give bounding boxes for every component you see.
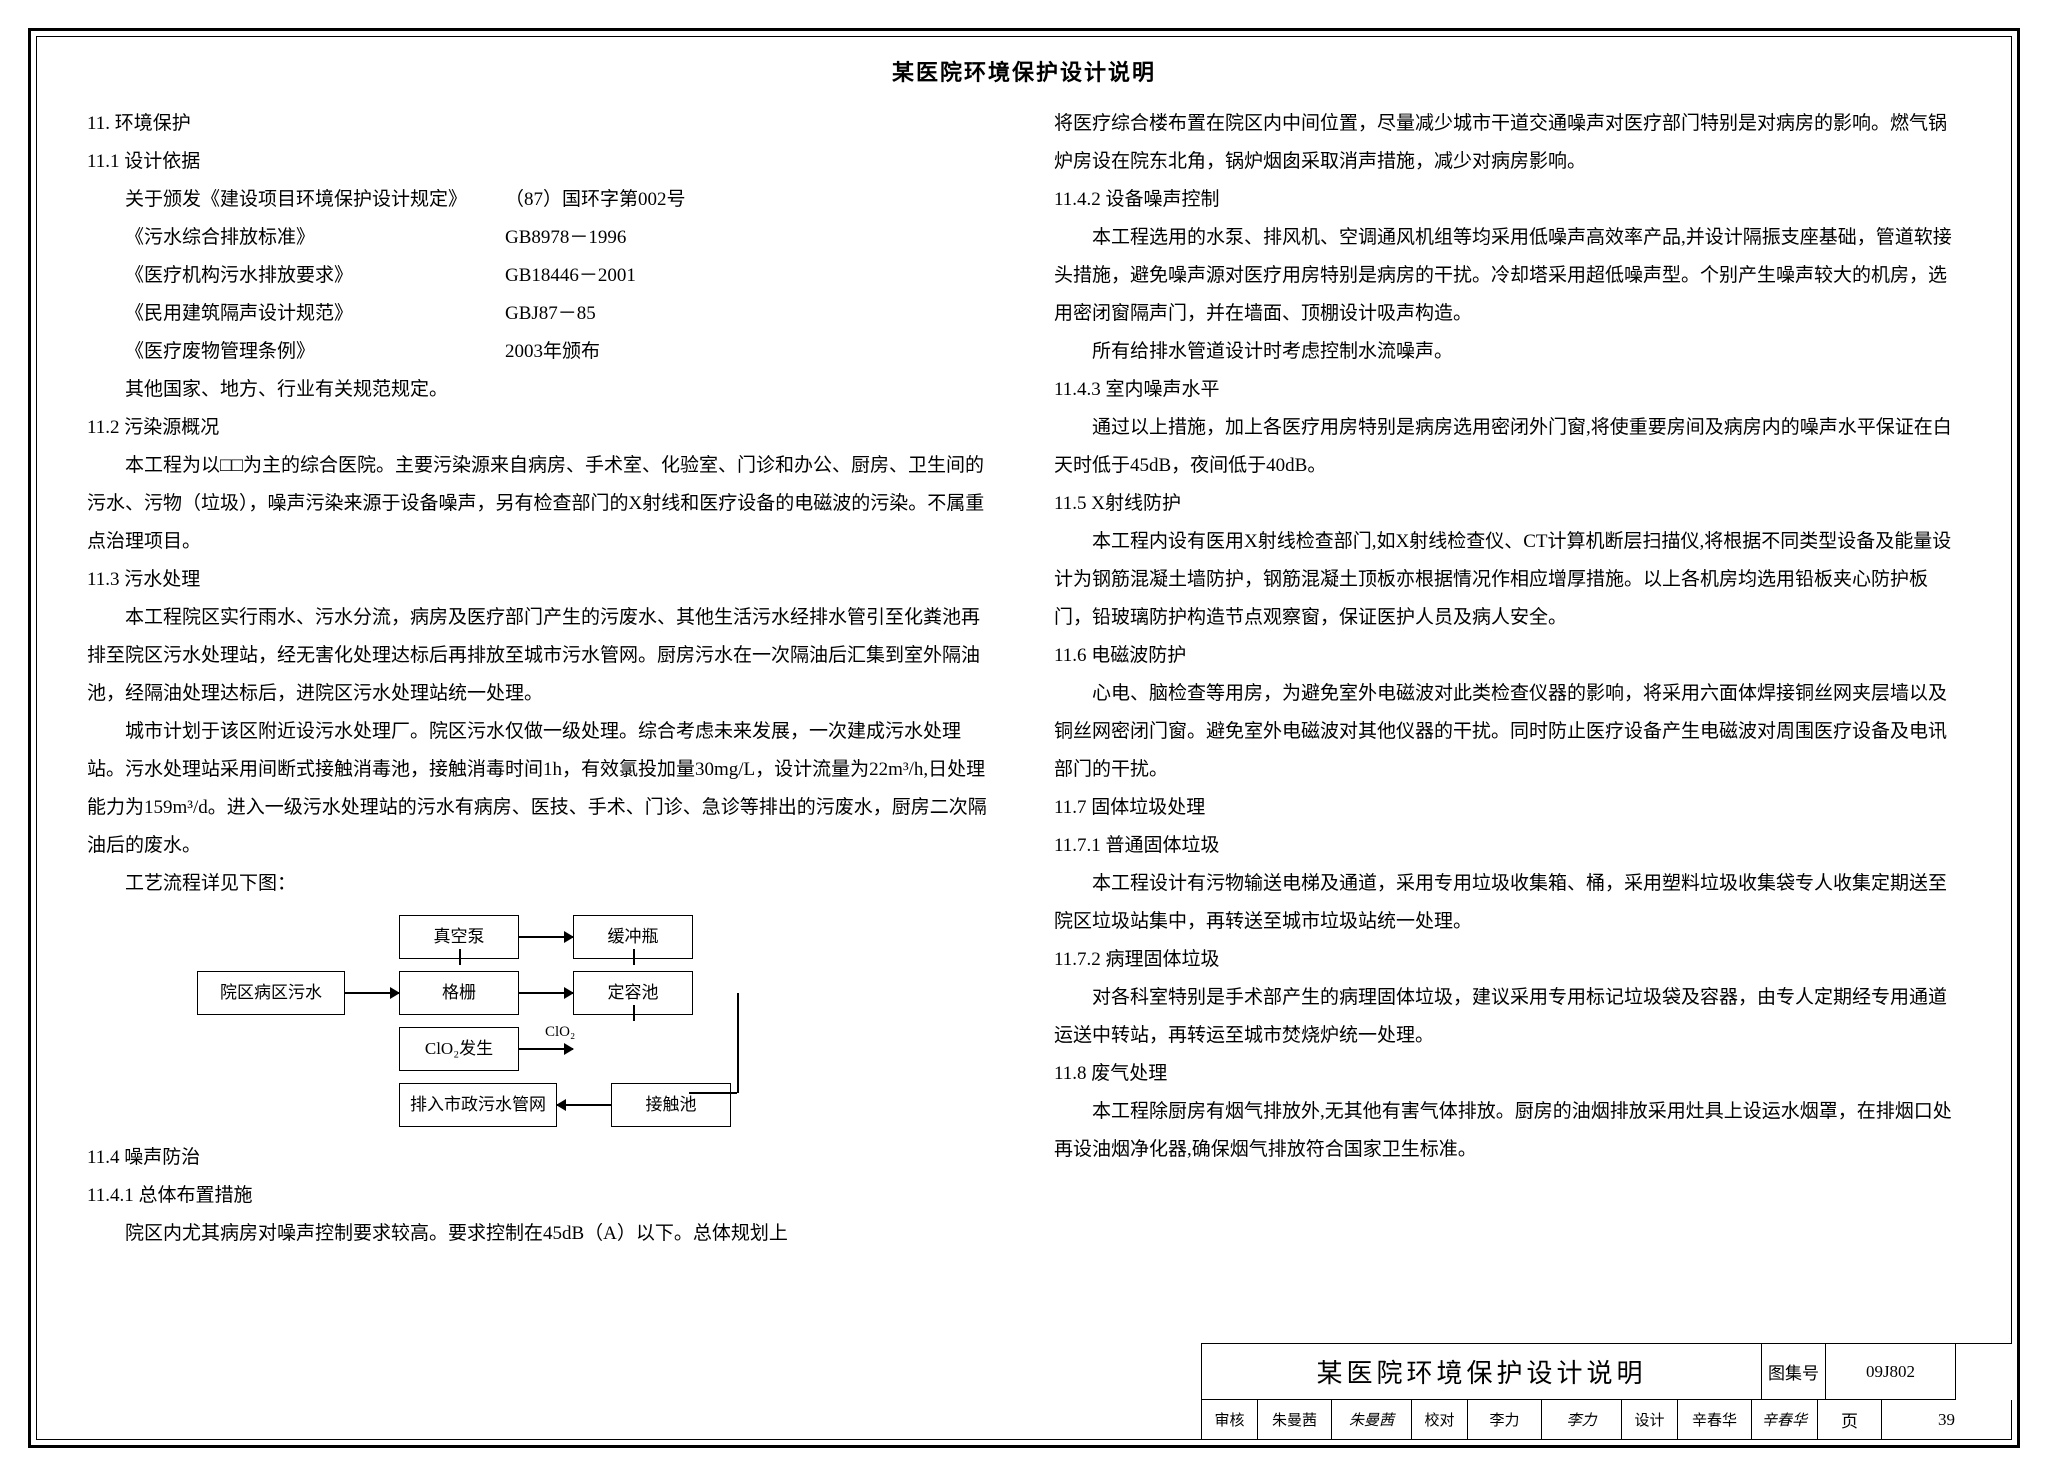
ref-other: 其他国家、地方、行业有关规范规定。 xyxy=(87,371,994,409)
ref-name: 《医疗废物管理条例》 xyxy=(125,333,505,371)
flowchart: 真空泵 缓冲瓶 院区病区污水 格栅 定容池 ClO₂发生 ClO₂ xyxy=(197,909,994,1133)
flow-arrow xyxy=(557,1104,611,1106)
p-11-3b: 城市计划于该区附近设污水处理厂。院区污水仅做一级处理。综合考虑未来发展，一次建成… xyxy=(87,713,994,865)
page-content: 某医院环境保护设计说明 11. 环境保护 11.1 设计依据 关于颁发《建设项目… xyxy=(36,36,2012,1440)
tb-label-page: 页 xyxy=(1818,1400,1882,1440)
p-11-4-2a: 本工程选用的水泵、排风机、空调通风机组等均采用低噪声高效率产品,并设计隔振支座基… xyxy=(1054,219,1961,333)
ref-code: GB8978－1996 xyxy=(505,219,765,257)
tb-label-set: 图集号 xyxy=(1762,1344,1826,1400)
sec-11-4-2: 11.4.2 设备噪声控制 xyxy=(1054,181,1961,219)
p-11-2: 本工程为以□□为主的综合医院。主要污染源来自病房、手术室、化验室、门诊和办公、厨… xyxy=(87,447,994,561)
ref-name: 《民用建筑隔声设计规范》 xyxy=(125,295,505,333)
tb-set-code: 09J802 xyxy=(1826,1344,1956,1400)
sec-11-1: 11.1 设计依据 xyxy=(87,143,994,181)
tb-check-name: 朱曼茜 xyxy=(1258,1400,1332,1440)
flow-arrow xyxy=(519,992,573,994)
p-11-4-3: 通过以上措施，加上各医疗用房特别是病房选用密闭外门窗,将使重要房间及病房内的噪声… xyxy=(1054,409,1961,485)
tb-design-sign: 辛春华 xyxy=(1752,1400,1818,1440)
sec-11-3: 11.3 污水处理 xyxy=(87,561,994,599)
flow-box: ClO₂发生 xyxy=(399,1027,519,1071)
p-11-6: 心电、脑检查等用房，为避免室外电磁波对此类检查仪器的影响，将采用六面体焊接铜丝网… xyxy=(1054,675,1961,789)
p-11-8: 本工程除厨房有烟气排放外,无其他有害气体排放。厨房的油烟排放采用灶具上设运水烟罩… xyxy=(1054,1093,1961,1169)
flow-line xyxy=(689,1092,737,1094)
sec-11-4-3: 11.4.3 室内噪声水平 xyxy=(1054,371,1961,409)
p-11-4-1: 院区内尤其病房对噪声控制要求较高。要求控制在45dB（A）以下。总体规划上 xyxy=(87,1215,994,1253)
sec-11-5: 11.5 X射线防护 xyxy=(1054,485,1961,523)
p-11-7-1: 本工程设计有污物输送电梯及通道，采用专用垃圾收集箱、桶，采用塑料垃圾收集袋专人收… xyxy=(1054,865,1961,941)
ref-name: 关于颁发《建设项目环境保护设计规定》 xyxy=(125,181,505,219)
flow-box: 排入市政污水管网 xyxy=(399,1083,557,1127)
p-11-3c: 工艺流程详见下图： xyxy=(87,865,994,903)
left-column: 11. 环境保护 11.1 设计依据 关于颁发《建设项目环境保护设计规定》（87… xyxy=(87,105,994,1253)
ref-code: （87）国环字第002号 xyxy=(505,181,765,219)
ref-row: 《医疗机构污水排放要求》GB18446－2001 xyxy=(87,257,994,295)
tb-proof-sign: 李力 xyxy=(1542,1400,1622,1440)
flow-line xyxy=(633,1005,635,1021)
ref-code: 2003年颁布 xyxy=(505,333,765,371)
flow-label: ClO₂ xyxy=(545,1017,575,1047)
ref-name: 《污水综合排放标准》 xyxy=(125,219,505,257)
sec-11-8: 11.8 废气处理 xyxy=(1054,1055,1961,1093)
p-11-4-2b: 所有给排水管道设计时考虑控制水流噪声。 xyxy=(1054,333,1961,371)
doc-title: 某医院环境保护设计说明 xyxy=(87,55,1961,87)
flow-arrow xyxy=(345,992,399,994)
flow-line xyxy=(737,993,739,1093)
right-column: 将医疗综合楼布置在院区内中间位置，尽量减少城市干道交通噪声对医疗部门特别是对病房… xyxy=(1054,105,1961,1253)
p-11-7-2: 对各科室特别是手术部产生的病理固体垃圾，建议采用专用标记垃圾袋及容器，由专人定期… xyxy=(1054,979,1961,1055)
flow-line xyxy=(459,949,461,965)
sec-11-7-1: 11.7.1 普通固体垃圾 xyxy=(1054,827,1961,865)
tb-label-check: 审核 xyxy=(1202,1400,1258,1440)
tb-page-no: 39 xyxy=(1882,1400,2012,1440)
ref-row: 关于颁发《建设项目环境保护设计规定》（87）国环字第002号 xyxy=(87,181,994,219)
tb-design-name: 辛春华 xyxy=(1678,1400,1752,1440)
tb-check-sign: 朱曼茜 xyxy=(1332,1400,1412,1440)
sec-11-2: 11.2 污染源概况 xyxy=(87,409,994,447)
sec-11: 11. 环境保护 xyxy=(87,105,994,143)
p-11-3a: 本工程院区实行雨水、污水分流，病房及医疗部门产生的污废水、其他生活污水经排水管引… xyxy=(87,599,994,713)
tb-title: 某医院环境保护设计说明 xyxy=(1202,1344,1762,1400)
sec-11-4: 11.4 噪声防治 xyxy=(87,1139,994,1177)
flow-arrow xyxy=(519,1048,573,1050)
tb-proof-name: 李力 xyxy=(1468,1400,1542,1440)
sec-11-6: 11.6 电磁波防护 xyxy=(1054,637,1961,675)
ref-row: 《污水综合排放标准》GB8978－1996 xyxy=(87,219,994,257)
ref-code: GB18446－2001 xyxy=(505,257,765,295)
sec-11-7-2: 11.7.2 病理固体垃圾 xyxy=(1054,941,1961,979)
title-block: 某医院环境保护设计说明 图集号 09J802 审核 朱曼茜 朱曼茜 校对 李力 … xyxy=(1201,1343,2012,1440)
ref-name: 《医疗机构污水排放要求》 xyxy=(125,257,505,295)
sec-11-4-1: 11.4.1 总体布置措施 xyxy=(87,1177,994,1215)
ref-row: 《医疗废物管理条例》2003年颁布 xyxy=(87,333,994,371)
flow-box: 格栅 xyxy=(399,971,519,1015)
flow-box: 院区病区污水 xyxy=(197,971,345,1015)
tb-label-design: 设计 xyxy=(1622,1400,1678,1440)
p-cont: 将医疗综合楼布置在院区内中间位置，尽量减少城市干道交通噪声对医疗部门特别是对病房… xyxy=(1054,105,1961,181)
two-columns: 11. 环境保护 11.1 设计依据 关于颁发《建设项目环境保护设计规定》（87… xyxy=(87,105,1961,1253)
tb-label-proof: 校对 xyxy=(1412,1400,1468,1440)
sec-11-7: 11.7 固体垃圾处理 xyxy=(1054,789,1961,827)
p-11-5: 本工程内设有医用X射线检查部门,如X射线检查仪、CT计算机断层扫描仪,将根据不同… xyxy=(1054,523,1961,637)
ref-code: GBJ87－85 xyxy=(505,295,765,333)
ref-row: 《民用建筑隔声设计规范》GBJ87－85 xyxy=(87,295,994,333)
flow-box: 接触池 xyxy=(611,1083,731,1127)
flow-line xyxy=(633,949,635,965)
flow-arrow xyxy=(519,936,573,938)
